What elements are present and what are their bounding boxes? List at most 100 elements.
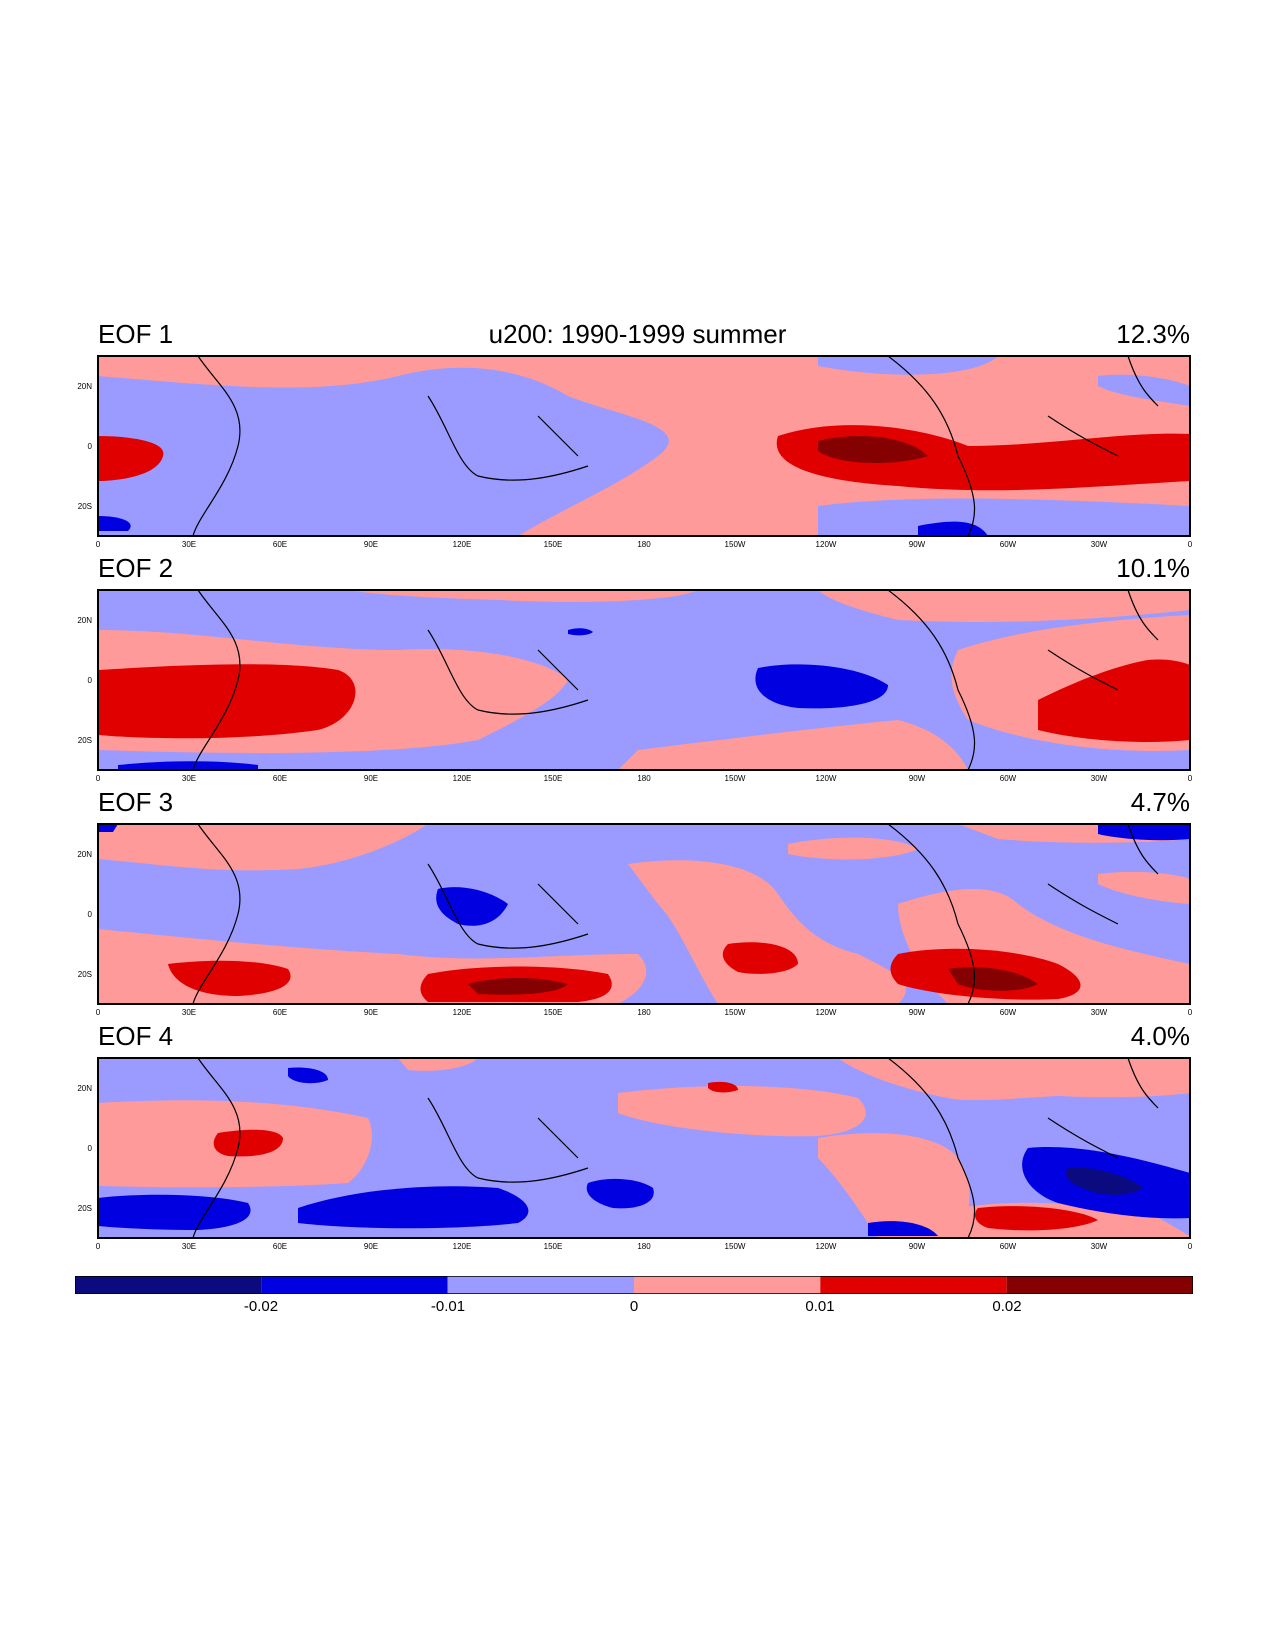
lon-tick-label: 30E bbox=[181, 540, 197, 549]
panel-label: EOF 2 bbox=[98, 553, 174, 583]
lon-tick-label: 150E bbox=[543, 540, 563, 549]
lon-tick-label: 60W bbox=[999, 774, 1017, 783]
map-frame bbox=[97, 589, 1191, 771]
positive-region bbox=[98, 824, 428, 871]
lat-tick-label: 0 bbox=[87, 676, 92, 685]
lon-tick-label: 150E bbox=[543, 774, 563, 783]
figure-title: u200: 1990-1999 summer bbox=[488, 319, 787, 349]
lon-tick-label: 90W bbox=[908, 774, 926, 783]
positive-region bbox=[838, 1058, 1190, 1101]
lon-tick-label: 60E bbox=[272, 1242, 288, 1251]
lon-tick-label: 60E bbox=[272, 774, 288, 783]
strong-negative-region bbox=[568, 628, 593, 636]
map-frame bbox=[97, 355, 1191, 537]
positive-region bbox=[348, 590, 698, 602]
lon-tick-label: 90E bbox=[363, 774, 379, 783]
lon-tick-label: 180 bbox=[637, 1008, 651, 1017]
lon-tick-label: 60E bbox=[272, 1008, 288, 1017]
colorbar-level-label: 0 bbox=[629, 1298, 639, 1315]
coastline bbox=[192, 355, 1159, 537]
lon-tick-label: 30E bbox=[181, 774, 197, 783]
strong-negative-region bbox=[1066, 1167, 1143, 1195]
lat-tick-label: 0 bbox=[87, 1144, 92, 1153]
colorbar-level-label: -0.01 bbox=[430, 1298, 466, 1315]
coastline bbox=[192, 589, 1159, 771]
strong-negative-region bbox=[98, 1194, 251, 1230]
lon-tick-label: 90E bbox=[363, 1008, 379, 1017]
lon-tick-label: 150E bbox=[543, 1008, 563, 1017]
strong-negative-region bbox=[98, 824, 118, 832]
positive-region bbox=[818, 590, 1190, 622]
positive-region bbox=[213, 1129, 283, 1157]
colorbar-level-label: 0.02 bbox=[992, 1298, 1022, 1315]
lat-tick-label: 20S bbox=[77, 970, 92, 979]
eof-panel-3: EOF 3 4.7% 20N 0 20S 0 30E 60E 90E 120E … bbox=[77, 786, 1192, 1017]
negative-region bbox=[818, 356, 998, 375]
strong-negative-region bbox=[868, 1221, 938, 1236]
eof-panel-1: EOF 1 12.3% 20N 0 20S 0 30E 60E 90E 120E… bbox=[77, 318, 1192, 549]
lon-tick-label: 0 bbox=[1187, 540, 1193, 549]
lon-tick-label: 150W bbox=[724, 774, 746, 783]
lon-tick-label: 180 bbox=[637, 774, 651, 783]
map-frame bbox=[97, 1057, 1191, 1239]
lon-tick-label: 30W bbox=[1090, 774, 1108, 783]
lat-tick-label: 20N bbox=[77, 1084, 92, 1093]
lat-tick-label: 20N bbox=[77, 850, 92, 859]
strong-negative-region bbox=[288, 1067, 328, 1084]
strong-positive-region bbox=[468, 978, 568, 995]
lon-tick-label: 0 bbox=[1187, 1242, 1193, 1251]
lon-tick-label: 30E bbox=[181, 1008, 197, 1017]
positive-region bbox=[168, 960, 291, 996]
lon-tick-label: 90E bbox=[363, 540, 379, 549]
strong-negative-region bbox=[118, 761, 258, 770]
colorbar-bin bbox=[261, 1276, 448, 1294]
colorbar-bin bbox=[634, 1276, 821, 1294]
panel-label: EOF 3 bbox=[98, 787, 174, 817]
strong-negative-region bbox=[586, 1178, 654, 1209]
positive-region bbox=[788, 837, 918, 860]
lon-tick-label: 0 bbox=[1187, 1008, 1193, 1017]
contour-map bbox=[97, 589, 1191, 771]
positive-region bbox=[398, 1058, 478, 1071]
lon-tick-label: 0 bbox=[1187, 774, 1193, 783]
positive-region bbox=[975, 1206, 1098, 1231]
lat-tick-label: 20N bbox=[77, 616, 92, 625]
lon-tick-label: 90W bbox=[908, 1008, 926, 1017]
lon-tick-label: 90W bbox=[908, 1242, 926, 1251]
lon-tick-label: 150E bbox=[543, 1242, 563, 1251]
lon-tick-label: 90E bbox=[363, 1242, 379, 1251]
lon-tick-label: 120W bbox=[815, 774, 837, 783]
colorbar bbox=[75, 1276, 1193, 1294]
lon-tick-label: 120E bbox=[452, 1242, 472, 1251]
lon-tick-label: 0 bbox=[95, 540, 101, 549]
lon-tick-label: 120W bbox=[815, 540, 837, 549]
colorbar-level-label: 0.01 bbox=[805, 1298, 835, 1315]
strong-negative-region bbox=[918, 521, 988, 536]
lon-tick-label: 120E bbox=[452, 774, 472, 783]
eof-panel-4: EOF 4 4.0% 20N 0 20S 0 30E 60E 90E 120E … bbox=[77, 1020, 1192, 1251]
lon-tick-label: 90W bbox=[908, 540, 926, 549]
lat-tick-label: 20S bbox=[77, 502, 92, 511]
positive-region bbox=[618, 1086, 866, 1137]
eof-panel-2: EOF 2 10.1% 20N 0 20S 0 30E 60E 90E 120E… bbox=[77, 552, 1192, 783]
lon-tick-label: 30E bbox=[181, 1242, 197, 1251]
strong-negative-region bbox=[436, 887, 508, 926]
lat-tick-label: 20S bbox=[77, 1204, 92, 1213]
lon-tick-label: 150W bbox=[724, 540, 746, 549]
variance-percent: 4.7% bbox=[1130, 787, 1190, 817]
panel-label: EOF 1 bbox=[98, 319, 174, 349]
coastline bbox=[192, 823, 1159, 1005]
lon-tick-label: 0 bbox=[95, 774, 101, 783]
map-frame bbox=[97, 823, 1191, 1005]
lat-tick-label: 0 bbox=[87, 910, 92, 919]
lon-tick-label: 60W bbox=[999, 1242, 1017, 1251]
colorbar-bin bbox=[820, 1276, 1007, 1294]
lon-tick-label: 150W bbox=[724, 1242, 746, 1251]
positive-region bbox=[708, 1081, 738, 1093]
negative-region bbox=[818, 498, 1190, 536]
lon-tick-label: 0 bbox=[95, 1008, 101, 1017]
lat-tick-label: 20S bbox=[77, 736, 92, 745]
positive-region bbox=[722, 942, 798, 974]
colorbar-bin bbox=[447, 1276, 634, 1294]
positive-region bbox=[98, 664, 356, 739]
